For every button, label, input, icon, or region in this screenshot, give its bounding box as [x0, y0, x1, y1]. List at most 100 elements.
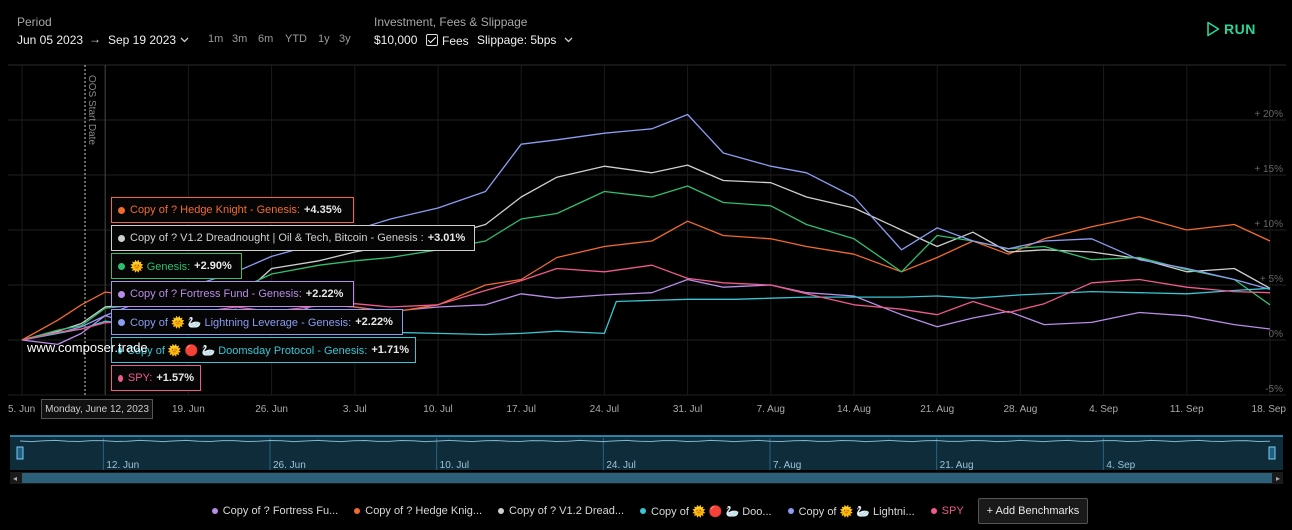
y-tick-label: + 15% — [1254, 164, 1283, 175]
x-tick-label: 19. Jun — [172, 404, 205, 415]
legend: Copy of ? Fortress Fu... Copy of ? Hedge… — [0, 496, 1292, 526]
y-tick-label: + 5% — [1260, 274, 1283, 285]
y-tick-label: -5% — [1265, 384, 1283, 395]
legend-label: Copy of ? Fortress Fu... — [222, 505, 339, 517]
tooltip-name: SPY: — [127, 372, 153, 384]
tooltip-name: Copy of ? V1.2 Dreadnought | Oil & Tech,… — [130, 232, 424, 244]
add-benchmarks-label: Add Benchmarks — [995, 505, 1080, 517]
watermark: www.composer.trade — [27, 340, 148, 355]
tooltip-dot — [118, 206, 125, 214]
plus-icon: + — [986, 505, 996, 517]
scroll-right-icon[interactable]: ▸ — [1276, 474, 1280, 483]
navigator-handle-right[interactable] — [1268, 446, 1276, 460]
performance-chart[interactable]: OOS Start Date -5%0%+ 5%+ 10%+ 15%+ 20% … — [0, 0, 1292, 430]
oos-marker: OOS Start Date — [84, 65, 106, 395]
navigator-label: 26. Jun — [273, 460, 306, 471]
x-tick-label: 26. Jun — [255, 404, 288, 415]
navigator[interactable]: 12. Jun 26. Jun 10. Jul 24. Jul 7. Aug 21. Au… — [0, 430, 1292, 486]
legend-label: Copy of ? V1.2 Dread... — [509, 505, 624, 517]
tooltip-value: +2.22% — [355, 316, 393, 328]
navigator-label: 4. Sep — [1106, 460, 1135, 471]
range-ytd[interactable]: YTD — [285, 33, 307, 45]
tooltip-name: Copy of ? Fortress Fund - Genesis: — [130, 288, 302, 300]
navigator-labels: 12. Jun 26. Jun 10. Jul 24. Jul 7. Aug 21. Au… — [102, 438, 1136, 471]
tooltip-value: +2.22% — [305, 288, 344, 300]
y-tick-label: + 20% — [1254, 109, 1283, 120]
navigator-label: 7. Aug — [773, 460, 801, 471]
fees-label: Fees — [442, 34, 469, 48]
x-tick-label: 28. Aug — [1003, 404, 1037, 415]
scrollbar-thumb[interactable] — [22, 473, 1272, 483]
tooltip-value: +2.90% — [194, 260, 232, 272]
range-1m[interactable]: 1m — [208, 33, 224, 45]
legend-item-spy[interactable]: SPY — [930, 505, 964, 517]
x-tick-label: 18. Sep — [1252, 404, 1287, 415]
tooltip-name: Copy of 🌞 🦢 Lightning Leverage - Genesis… — [130, 316, 352, 329]
tooltip-name: Copy of ? Hedge Knight - Genesis: — [130, 204, 300, 216]
navigator-label: 24. Jul — [606, 460, 635, 471]
tooltip-row: Copy of ? V1.2 Dreadnought | Oil & Tech,… — [111, 225, 475, 251]
chevron-down-icon[interactable] — [180, 37, 189, 43]
tooltip-dot — [118, 290, 125, 298]
legend-dot — [354, 508, 361, 514]
chevron-down-icon[interactable] — [564, 37, 573, 43]
legend-dot — [640, 508, 646, 514]
legend-item-lightning[interactable]: Copy of 🌞 🦢 Lightni... — [787, 505, 915, 518]
range-6m[interactable]: 6m — [258, 33, 274, 45]
tooltip-dot — [118, 346, 122, 354]
range-3m[interactable]: 3m — [232, 33, 248, 45]
legend-item-fortress[interactable]: Copy of ? Fortress Fu... — [211, 505, 339, 517]
y-tick-label: + 10% — [1254, 219, 1283, 230]
x-tick-label: 14. Aug — [837, 404, 871, 415]
tooltip-row: SPY: +1.57% — [111, 365, 201, 391]
legend-item-doomsday[interactable]: Copy of 🌞 🔴 🦢 Doo... — [640, 505, 772, 518]
tooltip-dot — [118, 262, 125, 270]
check-icon — [426, 34, 438, 46]
tooltip-name: Copy of 🌞 🔴 🦢 Doomsday Protocol - Genesi… — [126, 344, 368, 357]
x-axis: 5. Jun 19. Jun 26. Jun 3. Jul 10. Jul 17. Jul… — [8, 404, 1286, 415]
x-tick-label: 11. Sep — [1170, 404, 1204, 415]
fees-checkbox[interactable]: Fees — [426, 33, 469, 48]
run-label: RUN — [1224, 21, 1256, 37]
range-3y[interactable]: 3y — [339, 33, 351, 45]
run-button[interactable]: RUN — [1206, 21, 1256, 37]
tooltip-row: Copy of ? Fortress Fund - Genesis: +2.22% — [111, 281, 354, 307]
y-axis: -5% 0% + 5% + 10% + 15% + 20% — [1254, 109, 1283, 395]
navigator-series — [19, 439, 1271, 443]
navigator-label: 10. Jul — [440, 460, 469, 471]
scroll-left-icon[interactable]: ◂ — [13, 474, 17, 483]
x-tick-label: 10. Jul — [423, 404, 452, 415]
navigator-handle-left[interactable] — [16, 446, 24, 460]
tooltip-name: 🌞 Genesis: — [130, 260, 191, 273]
y-tick-label: 0% — [1269, 329, 1284, 340]
navigator-label: 21. Aug — [940, 460, 974, 471]
legend-label: Copy of ? Hedge Knig... — [365, 505, 483, 517]
add-benchmarks-button[interactable]: + Add Benchmarks — [977, 498, 1089, 524]
start-date[interactable]: Jun 05 2023 — [17, 33, 84, 47]
x-tick-label: 17. Jul — [506, 404, 535, 415]
legend-item-dreadnought[interactable]: Copy of ? V1.2 Dread... — [498, 505, 624, 517]
range-1y[interactable]: 1y — [318, 33, 330, 45]
tooltip-row: Copy of 🌞 🦢 Lightning Leverage - Genesis… — [111, 309, 403, 335]
arrow-right-icon: → — [89, 32, 101, 46]
x-tick-label: 21. Aug — [920, 404, 954, 415]
top-bar: Period Jun 05 2023 → Sep 19 2023 1m 3m 6… — [0, 0, 1292, 62]
end-date[interactable]: Sep 19 2023 — [108, 33, 177, 47]
slippage-select[interactable]: Slippage: 5bps — [477, 33, 557, 47]
grid — [8, 64, 1286, 396]
legend-label: Copy of 🌞 🔴 🦢 Doo... — [651, 505, 772, 518]
navigator-label: 12. Jun — [106, 460, 139, 471]
period-label: Period — [17, 15, 52, 29]
tooltip-value: +4.35% — [303, 204, 342, 216]
legend-item-hedge-knight[interactable]: Copy of ? Hedge Knig... — [354, 505, 482, 517]
oos-label: OOS Start Date — [86, 75, 97, 145]
investment-amount[interactable]: $10,000 — [374, 33, 418, 47]
x-tick-label: 7. Aug — [757, 404, 785, 415]
legend-label: SPY — [941, 505, 964, 517]
legend-dot — [930, 508, 937, 514]
x-tick-label: 31. Jul — [673, 404, 702, 415]
tooltip-row: Copy of ? Hedge Knight - Genesis: +4.35% — [111, 197, 354, 223]
x-tick-label: 5. Jun — [8, 404, 35, 415]
tooltip-value: +1.57% — [156, 372, 194, 384]
x-tick-label: 24. Jul — [590, 404, 619, 415]
